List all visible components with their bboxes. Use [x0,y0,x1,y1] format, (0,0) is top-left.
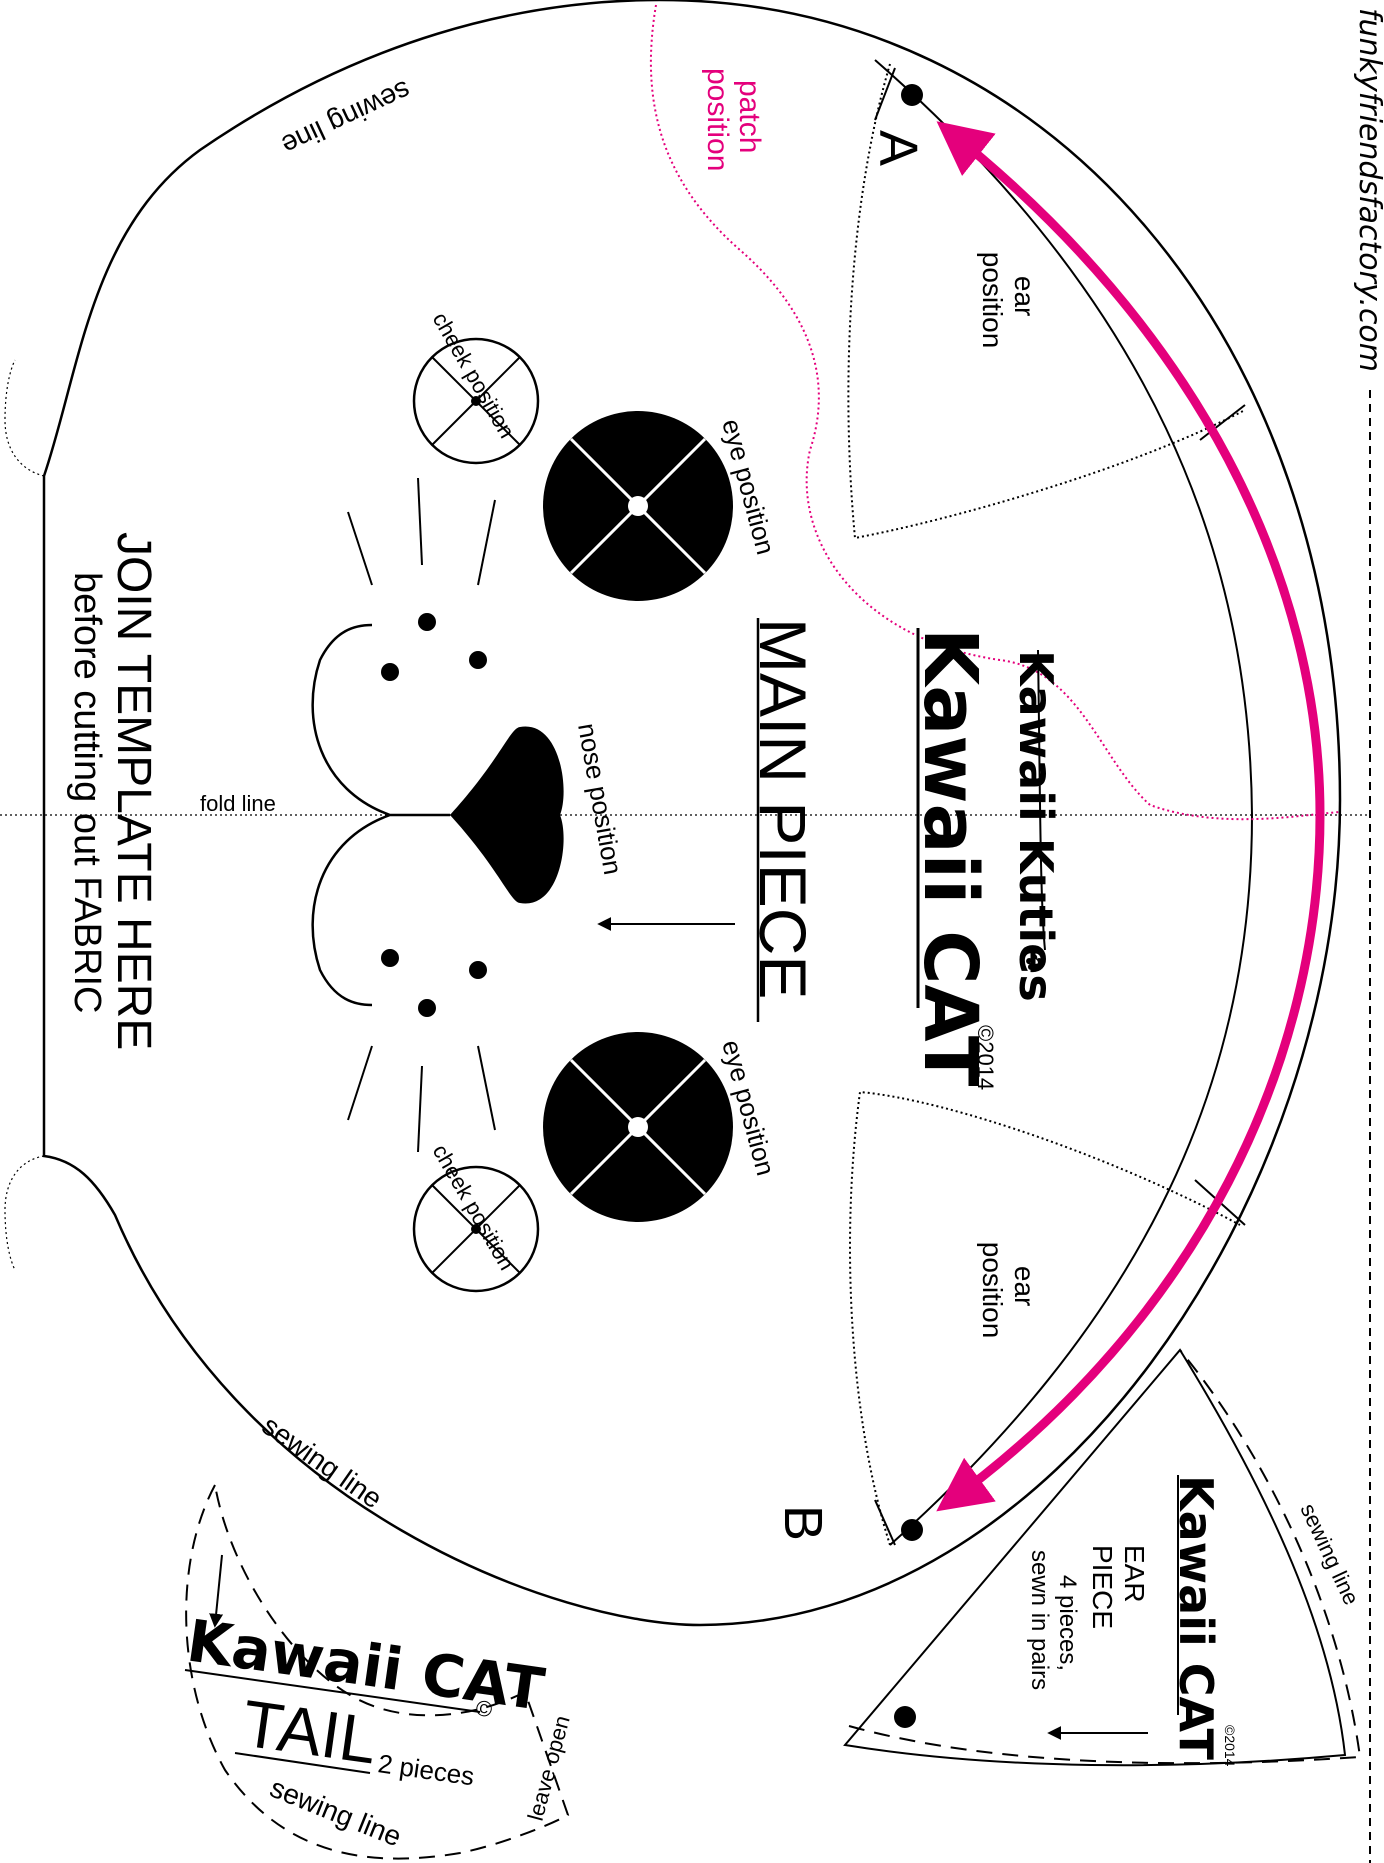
eye-right [543,1032,733,1222]
main-outline [42,0,1342,1627]
ear-position-label-bottom: ear position [977,1242,1040,1339]
marker-a-dot [901,84,923,106]
ear-dot [894,1706,916,1728]
join-notch-top [4,359,45,477]
ear-outline [843,1348,1347,1767]
tail-title-underline [234,1752,371,1774]
tail-piece: Kawaii CAT © TAIL 2 pieces leave open se… [183,1481,575,1860]
ear-title: EAR PIECE [1087,1545,1150,1629]
brand-swoosh [1037,649,1046,951]
whiskers-top [347,477,496,586]
eye-left [543,411,733,601]
tail-sewing-line-label: sewing line [266,1772,406,1853]
patch-position-label: patch position [701,68,766,171]
cheek-right [412,1165,540,1293]
tail-leave-open-label: leave open [523,1713,575,1823]
brand-flower-icon: ✿ [1025,950,1043,975]
mouth-dots [381,613,487,1017]
product-name-main: Kawaii CAT [907,628,993,1087]
ear-piece: Kawaii CAT ©2014 EAR PIECE 4 pieces, sew… [843,1348,1364,1767]
marker-b-tick [874,1499,896,1546]
pink-arrow [936,121,1325,1512]
ear-copyright: ©2014 [1222,1725,1238,1767]
patch-outline [649,4,1341,821]
main-piece: fold line patch position ear position ea… [0,0,1370,1627]
join-notch-bottom [4,1155,45,1271]
marker-b-label: B [773,1505,833,1541]
marker-a-tick [874,67,896,121]
cheek-left [412,337,540,465]
sewing-line-bottom-label: sewing line [257,1410,388,1515]
fold-line-label: fold line [200,791,276,816]
ear-position-label-top: ear position [977,252,1040,349]
tail-product-underline [184,1669,481,1713]
inner-seam [874,59,1254,1546]
ear-position-top [847,63,1246,540]
join-instruction-2: before cutting out FABRIC [66,572,108,1013]
ear-position-bottom [849,1090,1241,1546]
marker-a-label: A [868,130,928,166]
ear-notch-top [1199,404,1246,441]
join-instruction-1: JOIN TEMPLATE HERE [107,532,160,1050]
tail-direction-arrow [209,1554,224,1628]
ear-seam-allowance [848,1349,1362,1765]
ear-sewing-line-label: sewing line [1295,1500,1364,1609]
whiskers-bottom [347,1045,496,1153]
sewing-line-top-label: sewing line [277,75,416,162]
tail-copyright: © [474,1695,494,1722]
marker-b-dot [901,1519,923,1541]
site-url: funkyfriendsfactory.com [1352,8,1384,372]
tail-count: 2 pieces [376,1748,476,1791]
brand-line: Kawaii Kuties [1009,650,1063,1002]
nose [450,726,564,904]
ear-count: 4 pieces, sewn in pairs [1026,1550,1081,1690]
tail-outline [185,1481,570,1860]
copyright-main: ©2014 [973,1025,998,1090]
mouth [311,623,450,1007]
nose-position-label: nose position [572,721,628,877]
